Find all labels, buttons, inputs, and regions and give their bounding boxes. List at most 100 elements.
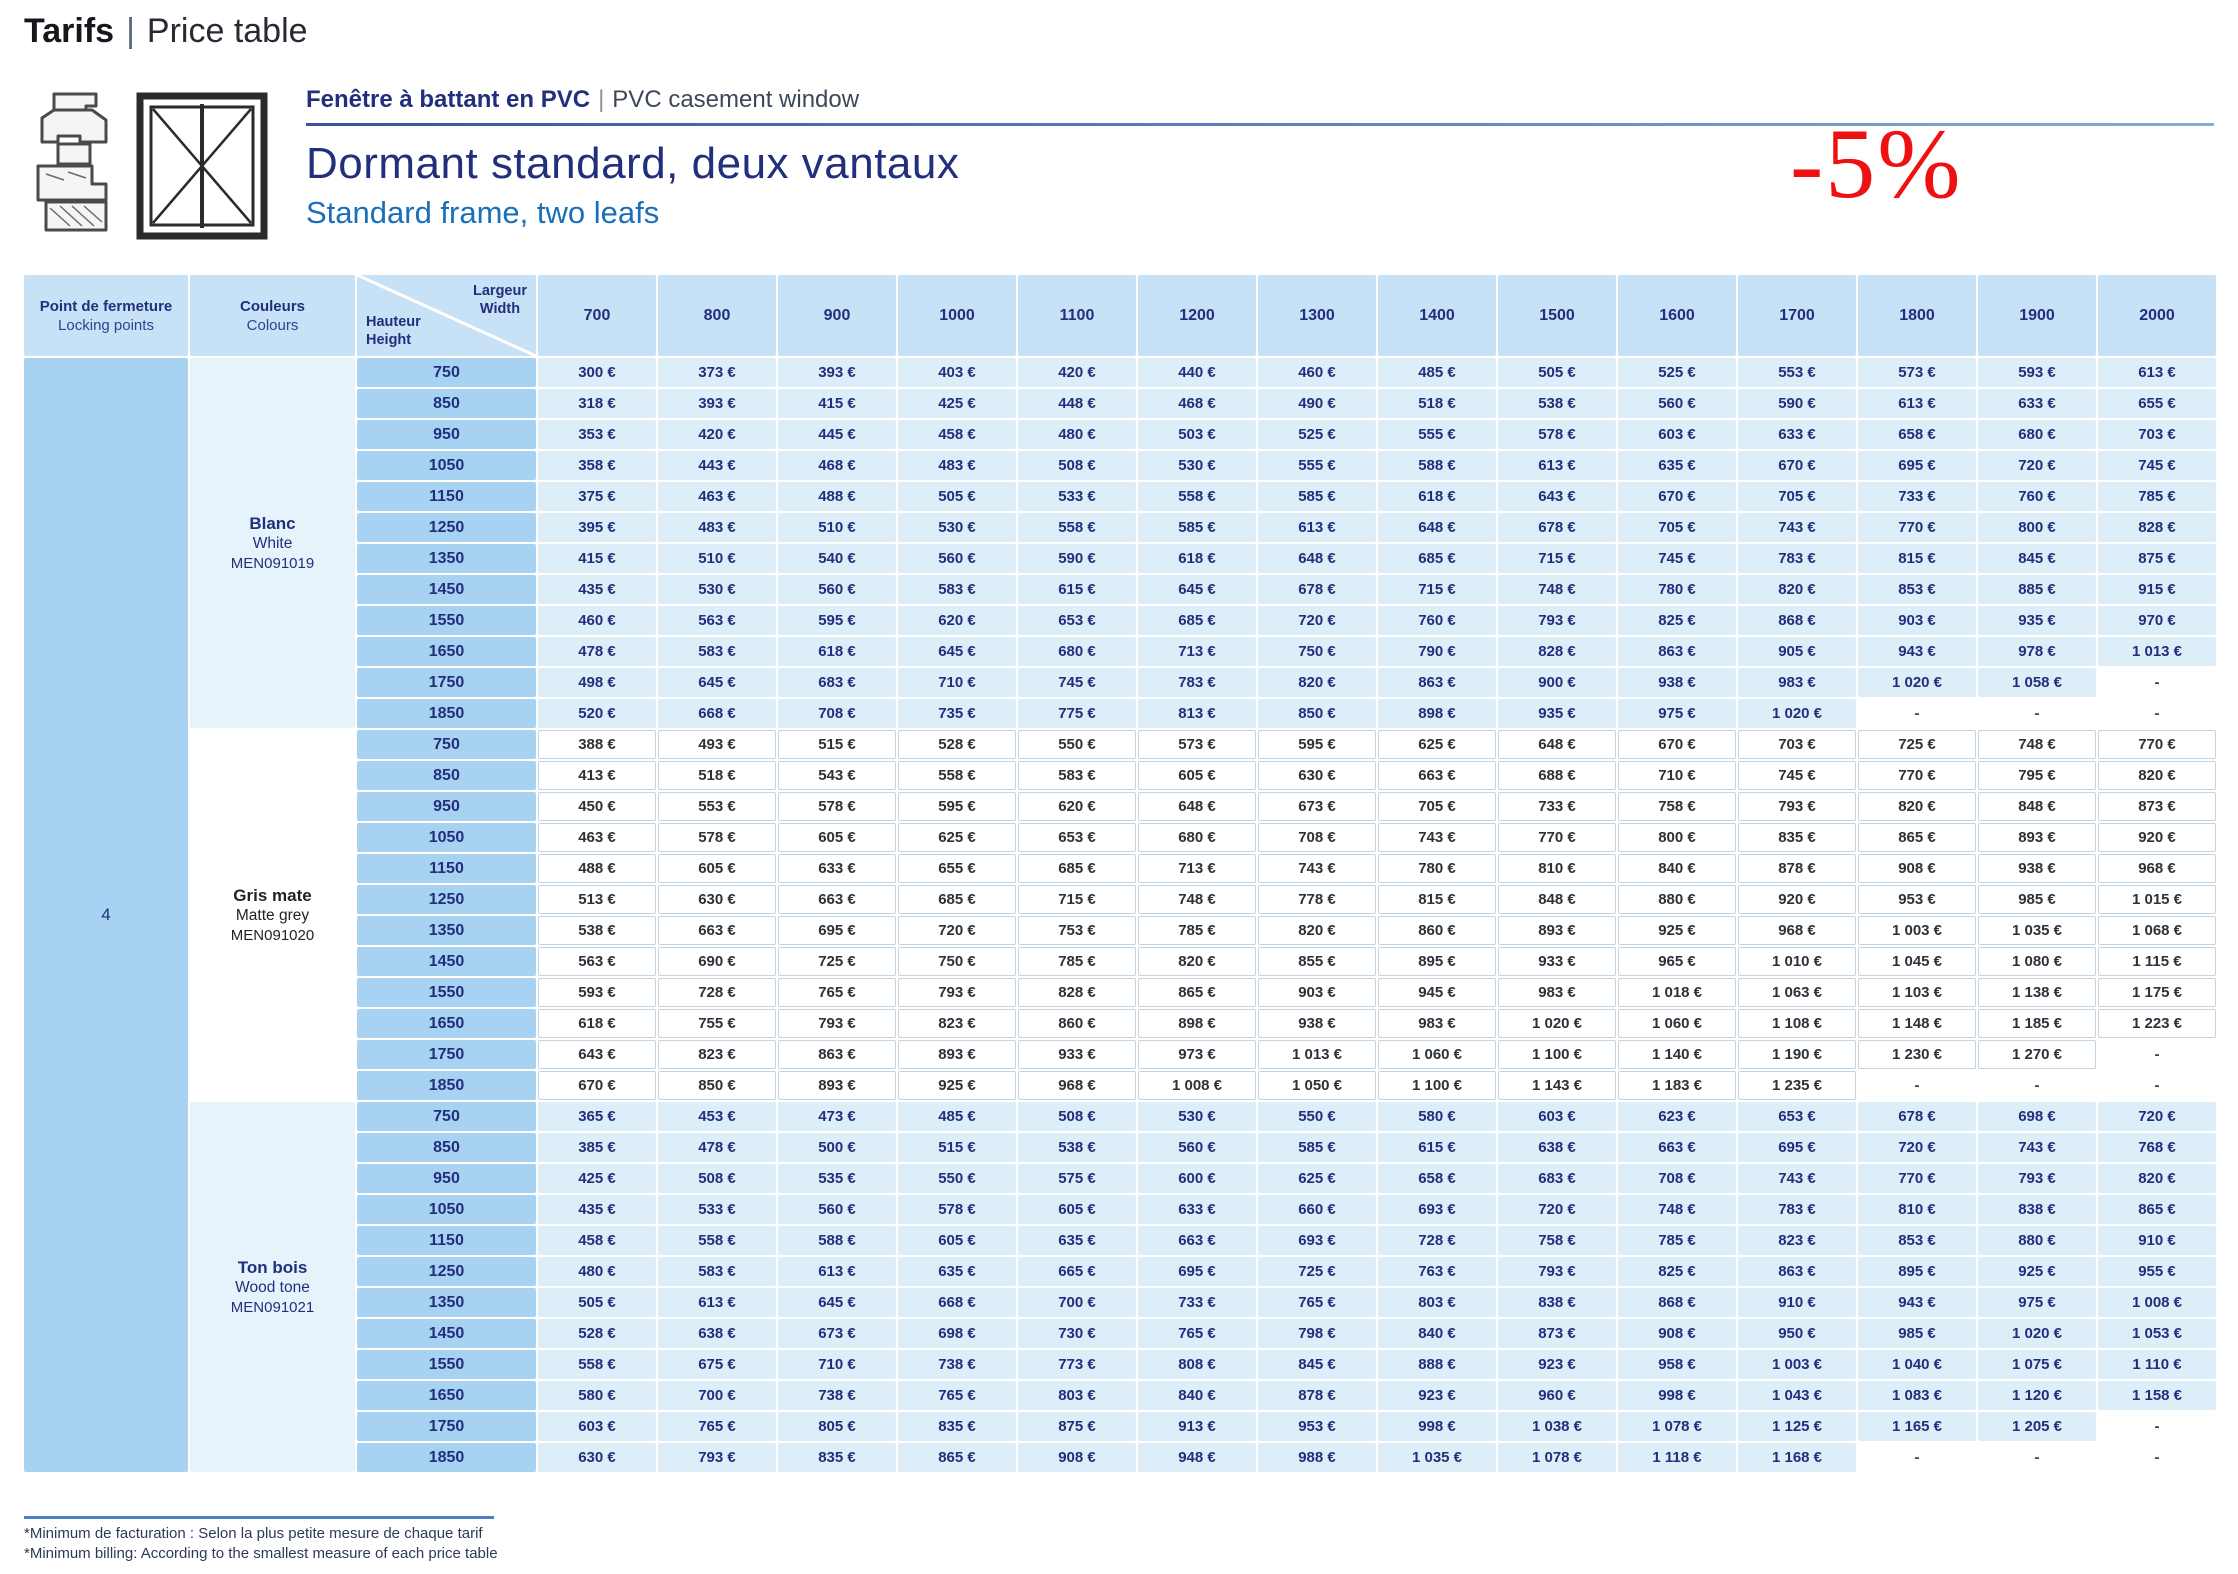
price-cell: 1 068 € xyxy=(2098,916,2216,945)
price-cell: 710 € xyxy=(898,668,1016,697)
price-cell: 685 € xyxy=(898,885,1016,914)
price-cell: 550 € xyxy=(898,1164,1016,1193)
width-header: 1900 xyxy=(1978,275,2096,356)
price-cell: 638 € xyxy=(658,1319,776,1348)
price-cell: 673 € xyxy=(1258,792,1376,821)
table-row: 1350 505 €613 €645 €668 €700 €733 €765 €8… xyxy=(24,1288,2216,1317)
price-cell: 710 € xyxy=(778,1350,896,1379)
price-cell: 483 € xyxy=(658,513,776,542)
price-cell: 385 € xyxy=(538,1133,656,1162)
price-cell: 865 € xyxy=(1858,823,1976,852)
price-cell: 1 080 € xyxy=(1978,947,2096,976)
price-cell: 558 € xyxy=(1138,482,1256,511)
height-cell: 1750 xyxy=(357,1040,536,1069)
price-cell: 758 € xyxy=(1618,792,1736,821)
price-cell: 948 € xyxy=(1138,1443,1256,1472)
table-row: 1250 480 €583 €613 €635 €665 €695 €725 €7… xyxy=(24,1257,2216,1286)
price-cell: 828 € xyxy=(1018,978,1136,1007)
price-cell: 1 078 € xyxy=(1618,1412,1736,1441)
price-cell: 893 € xyxy=(778,1071,896,1100)
price-cell: 935 € xyxy=(1498,699,1616,728)
table-row: 850 318 €393 €415 €425 €448 €468 €490 €51… xyxy=(24,389,2216,418)
price-cell: 1 008 € xyxy=(1138,1071,1256,1100)
price-cell: 613 € xyxy=(658,1288,776,1317)
price-cell: 860 € xyxy=(1018,1009,1136,1038)
price-cell: 593 € xyxy=(538,978,656,1007)
height-cell: 1150 xyxy=(357,1226,536,1255)
page-title-separator: | xyxy=(126,12,135,50)
price-cell: 865 € xyxy=(2098,1195,2216,1224)
price-cell: 820 € xyxy=(1258,668,1376,697)
price-cell: 440 € xyxy=(1138,358,1256,387)
price-cell: 698 € xyxy=(1978,1102,2096,1131)
price-cell: 803 € xyxy=(1378,1288,1496,1317)
page-title: Tarifs | Price table xyxy=(24,12,308,51)
height-cell: 1550 xyxy=(357,978,536,1007)
price-cell: 645 € xyxy=(1138,575,1256,604)
width-header: 1500 xyxy=(1498,275,1616,356)
price-cell: 560 € xyxy=(898,544,1016,573)
price-cell: 785 € xyxy=(2098,482,2216,511)
price-cell: 388 € xyxy=(538,730,656,759)
price-cell: 845 € xyxy=(1978,544,2096,573)
price-cell: 1 058 € xyxy=(1978,668,2096,697)
price-cell: 623 € xyxy=(1618,1102,1736,1131)
price-cell: 873 € xyxy=(2098,792,2216,821)
price-cell: 780 € xyxy=(1378,854,1496,883)
price-cell: 583 € xyxy=(658,637,776,666)
price-cell: 695 € xyxy=(1858,451,1976,480)
price-cell: 560 € xyxy=(778,575,896,604)
price-cell: 708 € xyxy=(1258,823,1376,852)
price-cell: 658 € xyxy=(1378,1164,1496,1193)
price-cell: 1 043 € xyxy=(1738,1381,1856,1410)
price-cell: 938 € xyxy=(1258,1009,1376,1038)
price-cell: 478 € xyxy=(538,637,656,666)
price-cell: 1 108 € xyxy=(1738,1009,1856,1038)
price-cell: 785 € xyxy=(1618,1226,1736,1255)
price-cell: 1 118 € xyxy=(1618,1443,1736,1472)
price-cell: 605 € xyxy=(658,854,776,883)
price-cell: 558 € xyxy=(898,761,1016,790)
price-cell: 648 € xyxy=(1138,792,1256,821)
price-cell: 585 € xyxy=(1258,482,1376,511)
table-row: 850 385 €478 €500 €515 €538 €560 €585 €61… xyxy=(24,1133,2216,1162)
price-cell: 815 € xyxy=(1858,544,1976,573)
price-cell: 715 € xyxy=(1018,885,1136,914)
price-cell: 420 € xyxy=(658,420,776,449)
price-cell: 1 125 € xyxy=(1738,1412,1856,1441)
price-cell: 778 € xyxy=(1258,885,1376,914)
price-cell: 638 € xyxy=(1498,1133,1616,1162)
price-cell: 485 € xyxy=(1378,358,1496,387)
price-cell: 525 € xyxy=(1618,358,1736,387)
price-cell: 908 € xyxy=(1618,1319,1736,1348)
price-cell: 528 € xyxy=(538,1319,656,1348)
price-cell: 783 € xyxy=(1138,668,1256,697)
price-cell: 835 € xyxy=(778,1443,896,1472)
price-cell: 1 003 € xyxy=(1858,916,1976,945)
table-row: Gris mate Matte grey MEN091020 750 388 €493 … xyxy=(24,730,2216,1100)
price-cell: 1 103 € xyxy=(1858,978,1976,1007)
price-cell: 793 € xyxy=(898,978,1016,1007)
price-cell: 483 € xyxy=(898,451,1016,480)
header-colours-fr: Couleurs xyxy=(239,297,305,315)
price-cell: 660 € xyxy=(1258,1195,1376,1224)
price-cell: 450 € xyxy=(538,792,656,821)
price-cell: 820 € xyxy=(2098,761,2216,790)
height-cell: 1250 xyxy=(357,513,536,542)
table-row: 1450 563 €690 €725 €750 €785 €820 €855 €8… xyxy=(24,947,2216,976)
price-cell: 393 € xyxy=(658,389,776,418)
height-cell: 1850 xyxy=(357,1071,536,1100)
price-cell: 920 € xyxy=(2098,823,2216,852)
height-cell: 1650 xyxy=(357,1381,536,1410)
price-cell: 460 € xyxy=(1258,358,1376,387)
price-cell: 480 € xyxy=(538,1257,656,1286)
price-cell: 1 008 € xyxy=(2098,1288,2216,1317)
price-cell: 810 € xyxy=(1498,854,1616,883)
price-cell: 685 € xyxy=(1138,606,1256,635)
price-cell: 618 € xyxy=(778,637,896,666)
price-cell: 1 053 € xyxy=(2098,1319,2216,1348)
price-cell: 725 € xyxy=(1858,730,1976,759)
price-cell: 493 € xyxy=(658,730,776,759)
price-cell: 1 035 € xyxy=(1978,916,2096,945)
price-cell: 810 € xyxy=(1858,1195,1976,1224)
